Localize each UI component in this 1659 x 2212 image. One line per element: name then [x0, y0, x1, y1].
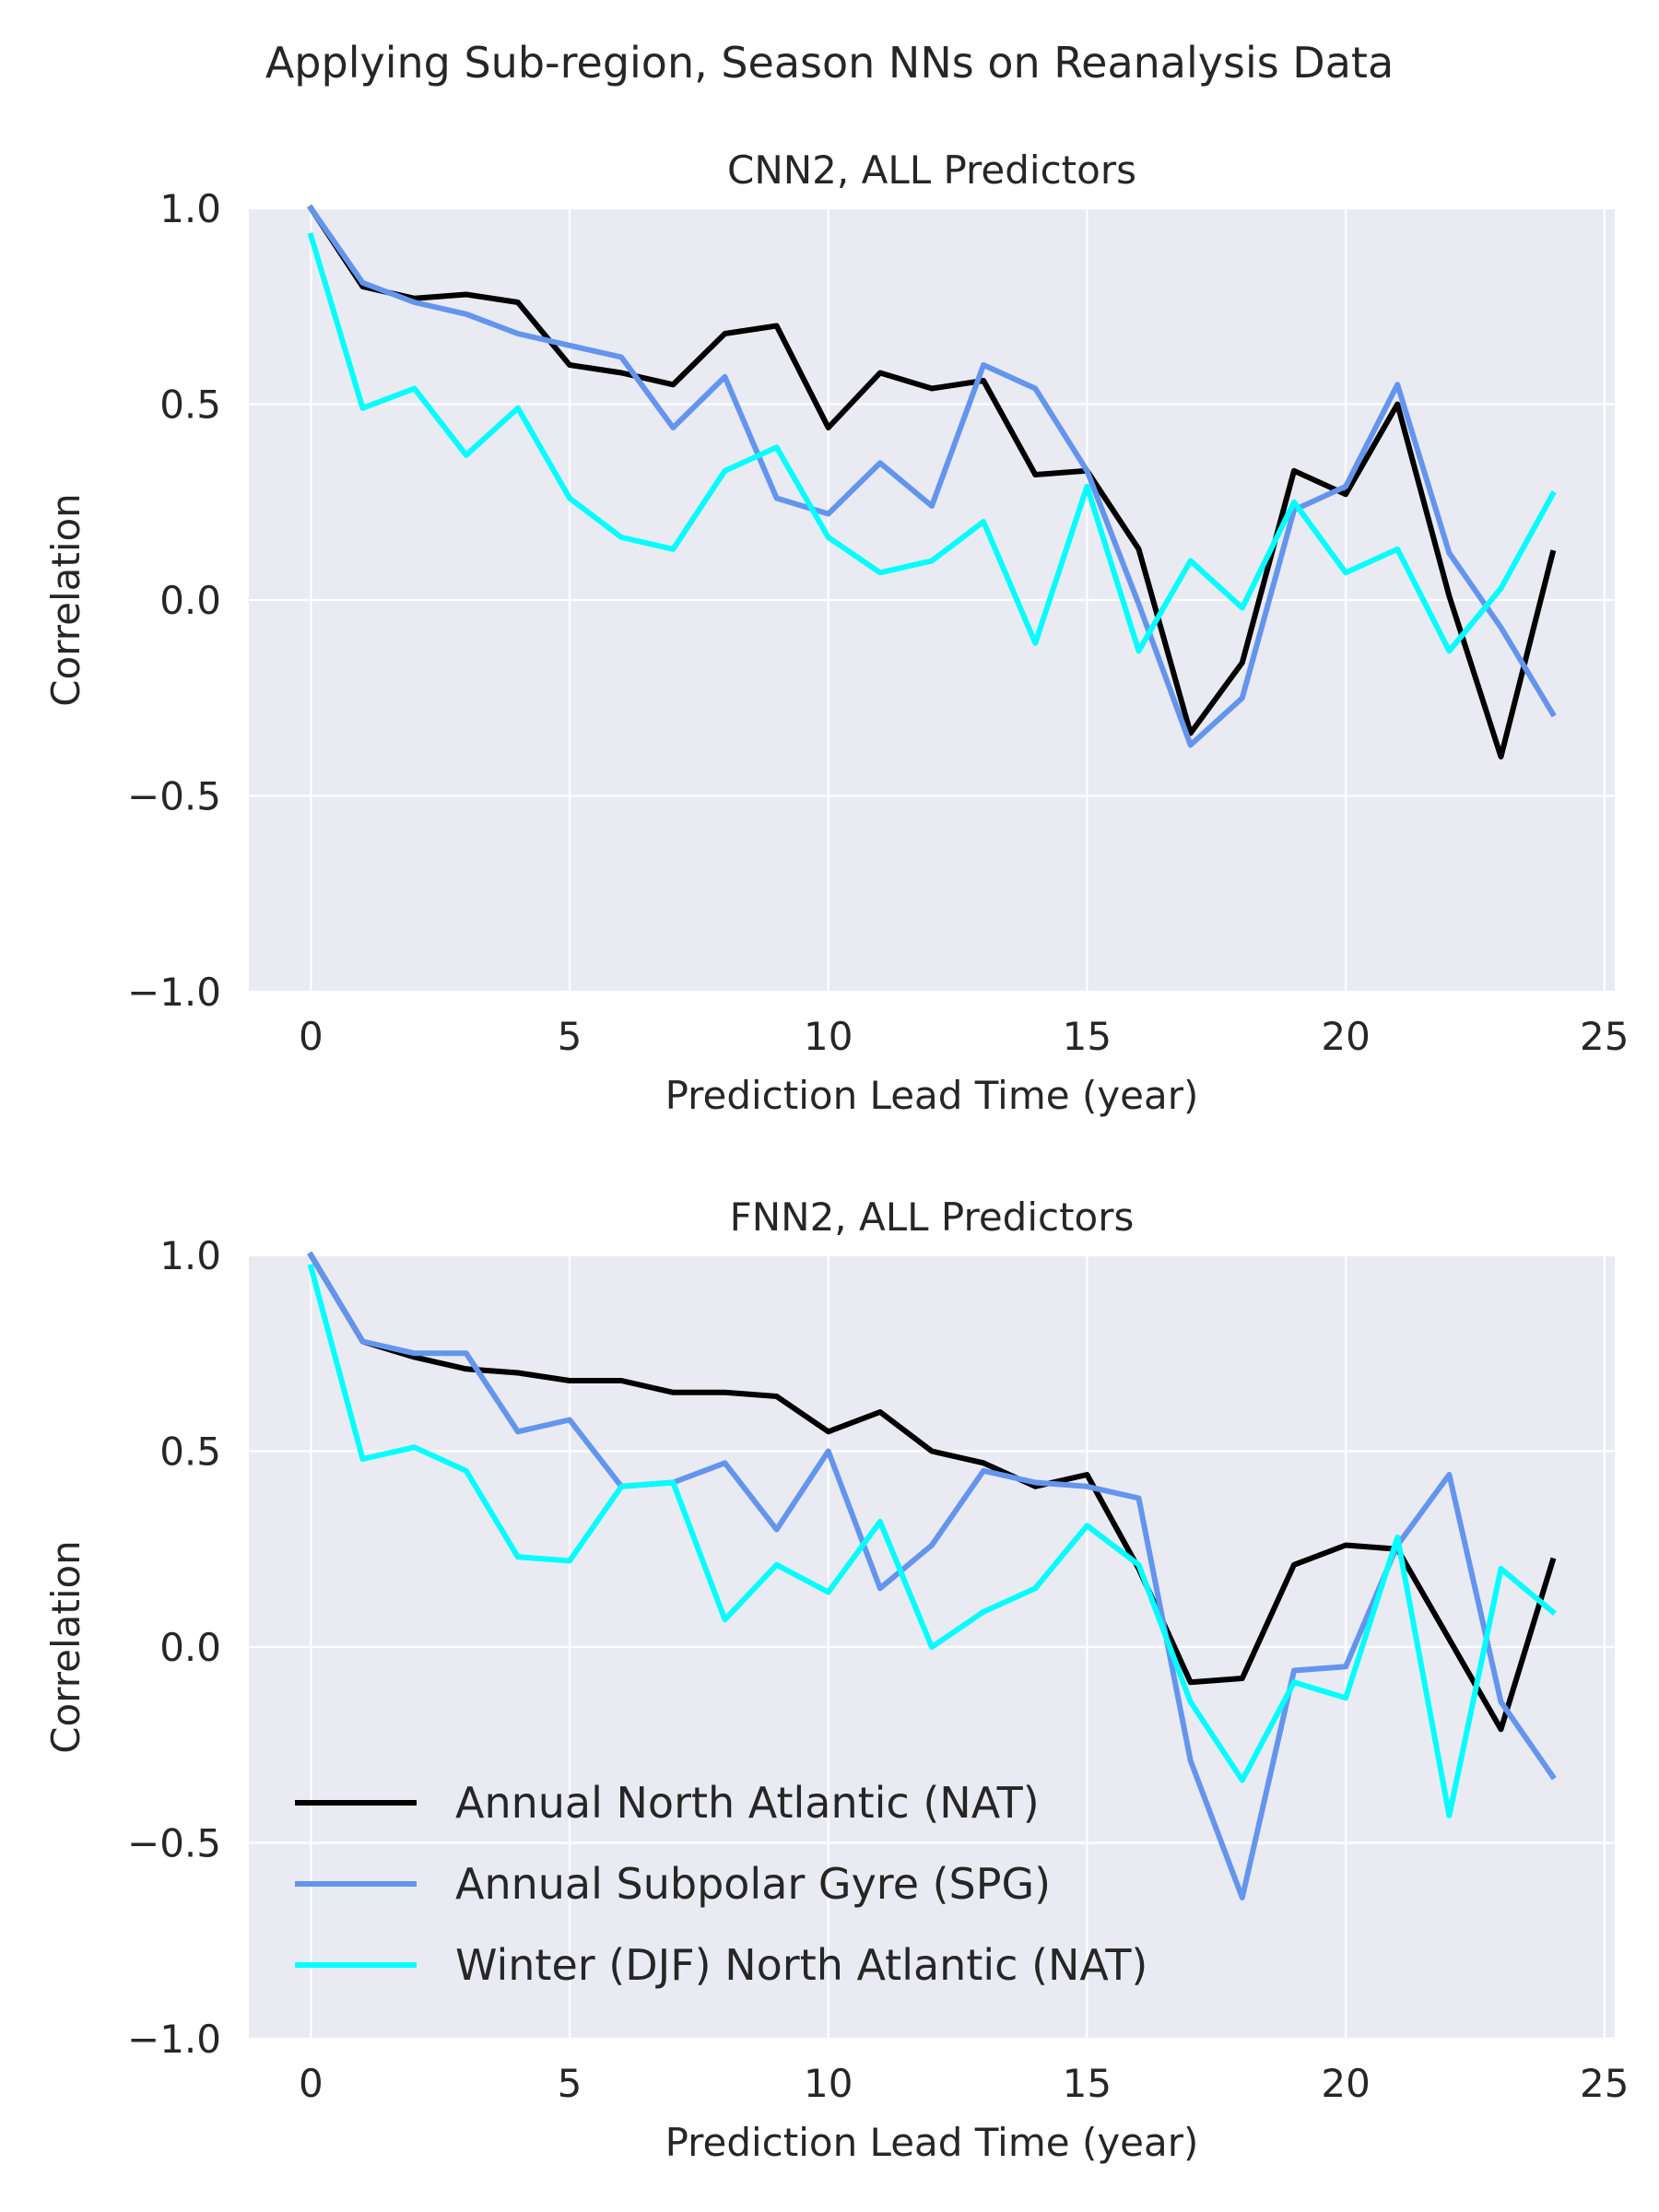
- x-axis-label: Prediction Lead Time (year): [665, 1073, 1199, 1118]
- series-line: [307, 204, 1557, 759]
- series-line: [307, 1251, 1557, 1900]
- y-tick-label: 0.5: [159, 1430, 221, 1475]
- x-tick-label: 5: [558, 1014, 582, 1059]
- y-tick-label: 0.0: [159, 578, 221, 623]
- y-tick-label: −0.5: [127, 1821, 221, 1866]
- x-tick-label: 20: [1321, 1014, 1370, 1059]
- y-axis-label: Correlation: [43, 1540, 88, 1754]
- chart-title: FNN2, ALL Predictors: [730, 1194, 1135, 1240]
- chart-fnn2: 0 5 10 15 20 25 −1.0 −0.5 0.0 0.5 1.0 FNN2, ALL Pre…: [43, 1194, 1629, 2165]
- y-tick-label: −1.0: [127, 2017, 221, 2062]
- figure-title: Applying Sub-region, Season NNs on Reana…: [265, 38, 1394, 88]
- legend-entry: Annual Subpolar Gyre (SPG): [455, 1859, 1051, 1909]
- x-axis-label: Prediction Lead Time (year): [665, 2120, 1199, 2165]
- series-line: [307, 204, 1557, 748]
- x-tick-label: 0: [299, 1014, 324, 1059]
- legend-entry: Winter (DJF) North Atlantic (NAT): [455, 1940, 1147, 1990]
- y-tick-label: 1.0: [159, 1233, 221, 1278]
- series-line: [307, 231, 1557, 654]
- y-axis-label: Correlation: [43, 493, 88, 707]
- x-tick-label: 20: [1321, 2061, 1370, 2106]
- chart-cnn2: 0 5 10 15 20 25 −1.0 −0.5 0.0 0.5 1.0 CNN2, ALL Pre…: [43, 147, 1629, 1118]
- y-tick-label: −0.5: [127, 774, 221, 819]
- y-tick-label: −1.0: [127, 970, 221, 1015]
- y-tick-label: 1.0: [159, 186, 221, 231]
- x-tick-label: 25: [1580, 2061, 1629, 2106]
- y-tick-label: 0.0: [159, 1625, 221, 1670]
- x-tick-label: 25: [1580, 1014, 1629, 1059]
- x-tick-label: 0: [299, 2061, 324, 2106]
- y-tick-label: 0.5: [159, 382, 221, 428]
- chart-title: CNN2, ALL Predictors: [727, 147, 1136, 193]
- legend: Annual North Atlantic (NAT) Annual Subpol…: [295, 1778, 1147, 1990]
- x-tick-label: 15: [1063, 1014, 1112, 1059]
- x-tick-label: 10: [804, 2061, 853, 2106]
- legend-entry: Annual North Atlantic (NAT): [455, 1778, 1040, 1828]
- series-line: [307, 1251, 1557, 1733]
- x-tick-label: 10: [804, 1014, 853, 1059]
- series-line: [307, 1264, 1557, 1818]
- x-tick-label: 5: [558, 2061, 582, 2106]
- x-tick-label: 15: [1063, 2061, 1112, 2106]
